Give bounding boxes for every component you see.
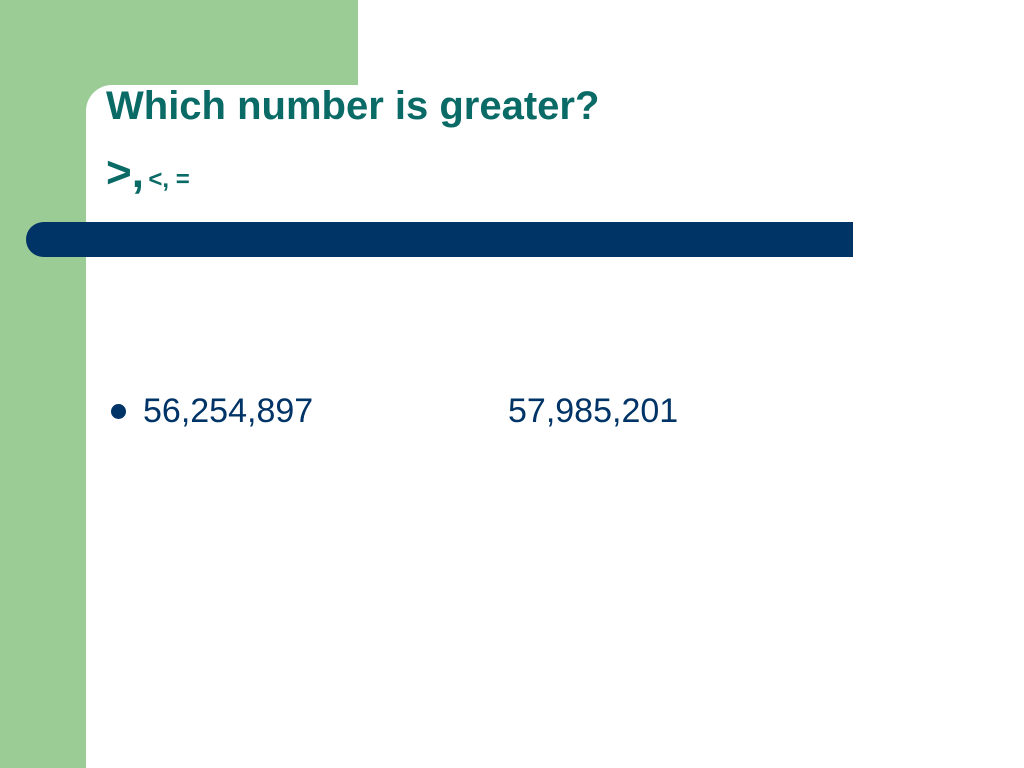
number-b: 57,985,201 bbox=[508, 392, 679, 430]
side-band bbox=[0, 0, 86, 768]
slide-title: Which number is greater? bbox=[106, 84, 600, 128]
bullet bbox=[111, 404, 126, 419]
content-corner bbox=[86, 85, 386, 145]
symbol-large: >, bbox=[106, 148, 144, 197]
number-a: 56,254,897 bbox=[143, 392, 314, 430]
symbol-small: <, = bbox=[148, 166, 190, 193]
symbol-line: >, <, = bbox=[106, 148, 190, 208]
divider-bar bbox=[26, 222, 853, 257]
